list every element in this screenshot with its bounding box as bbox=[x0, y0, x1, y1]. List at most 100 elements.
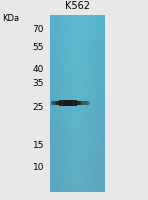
Bar bbox=[72, 100, 73, 106]
Bar bbox=[71, 100, 72, 106]
Text: K562: K562 bbox=[65, 1, 90, 11]
Bar bbox=[81, 101, 82, 105]
Bar bbox=[84, 101, 85, 105]
Bar bbox=[80, 101, 81, 105]
Bar bbox=[66, 100, 67, 106]
Bar bbox=[86, 101, 87, 105]
Bar bbox=[80, 101, 81, 105]
Bar bbox=[58, 101, 59, 105]
Bar bbox=[75, 100, 76, 106]
Bar bbox=[67, 100, 68, 106]
Bar bbox=[78, 101, 79, 105]
Bar bbox=[79, 101, 80, 105]
Bar bbox=[80, 101, 81, 105]
Bar bbox=[54, 101, 55, 105]
Bar bbox=[54, 101, 55, 105]
Text: 10: 10 bbox=[33, 164, 44, 172]
Bar bbox=[82, 101, 83, 105]
Bar bbox=[58, 101, 59, 105]
Bar bbox=[83, 101, 84, 105]
Bar bbox=[77, 101, 78, 105]
Bar bbox=[60, 100, 61, 106]
Bar bbox=[83, 101, 84, 105]
Bar bbox=[51, 101, 52, 105]
Bar bbox=[71, 100, 72, 106]
Bar bbox=[66, 100, 67, 106]
Bar bbox=[62, 100, 63, 106]
Text: 25: 25 bbox=[33, 102, 44, 112]
Bar bbox=[51, 101, 52, 105]
Bar bbox=[53, 101, 54, 105]
Bar bbox=[83, 101, 84, 105]
Bar bbox=[57, 101, 58, 105]
Bar bbox=[89, 102, 90, 104]
Bar bbox=[87, 101, 88, 105]
Bar bbox=[77, 101, 78, 105]
Bar bbox=[73, 100, 74, 106]
Bar bbox=[60, 100, 61, 106]
Bar bbox=[63, 100, 64, 106]
Bar bbox=[75, 100, 76, 106]
Bar bbox=[75, 100, 76, 106]
Text: 70: 70 bbox=[33, 25, 44, 34]
Bar bbox=[52, 101, 53, 105]
Bar bbox=[85, 101, 86, 105]
Bar bbox=[69, 100, 70, 106]
Bar bbox=[68, 100, 69, 106]
Bar bbox=[88, 101, 89, 105]
Bar bbox=[55, 101, 56, 105]
Bar bbox=[76, 100, 77, 106]
Bar bbox=[84, 101, 85, 105]
Bar bbox=[68, 100, 69, 106]
Bar bbox=[86, 101, 87, 105]
Bar bbox=[87, 101, 88, 105]
Bar bbox=[64, 100, 65, 106]
Bar bbox=[74, 100, 75, 106]
Text: 15: 15 bbox=[33, 140, 44, 150]
Bar bbox=[63, 100, 64, 106]
Bar bbox=[74, 100, 75, 106]
Bar bbox=[78, 101, 79, 105]
Bar bbox=[61, 100, 62, 106]
Bar bbox=[51, 101, 52, 105]
Bar bbox=[56, 101, 57, 105]
Bar bbox=[53, 101, 54, 105]
Bar bbox=[79, 101, 80, 105]
Bar bbox=[73, 100, 74, 106]
Bar bbox=[67, 100, 68, 106]
Bar bbox=[62, 100, 63, 106]
Bar bbox=[52, 101, 53, 105]
Bar bbox=[68, 100, 69, 106]
Bar bbox=[89, 102, 90, 104]
Bar bbox=[59, 100, 60, 106]
Bar bbox=[88, 101, 89, 105]
Bar bbox=[81, 101, 82, 105]
Bar bbox=[57, 101, 58, 105]
Bar bbox=[67, 100, 68, 106]
Bar bbox=[85, 101, 86, 105]
Bar bbox=[66, 100, 67, 106]
Bar bbox=[82, 101, 83, 105]
Text: 35: 35 bbox=[33, 78, 44, 88]
Bar bbox=[52, 101, 53, 105]
Bar bbox=[60, 100, 61, 106]
Bar bbox=[59, 100, 60, 106]
Bar bbox=[72, 100, 73, 106]
Bar bbox=[69, 100, 70, 106]
Bar bbox=[61, 100, 62, 106]
Bar bbox=[58, 101, 59, 105]
Bar bbox=[78, 101, 79, 105]
Bar bbox=[86, 101, 87, 105]
Text: 40: 40 bbox=[33, 66, 44, 74]
Bar bbox=[65, 100, 66, 106]
Bar bbox=[64, 100, 65, 106]
Bar bbox=[70, 100, 71, 106]
Bar bbox=[57, 101, 58, 105]
Bar bbox=[74, 100, 75, 106]
Bar bbox=[77, 101, 78, 105]
Bar bbox=[63, 100, 64, 106]
Text: KDa: KDa bbox=[2, 14, 19, 23]
Bar bbox=[87, 101, 88, 105]
Bar bbox=[69, 100, 70, 106]
Bar bbox=[81, 101, 82, 105]
